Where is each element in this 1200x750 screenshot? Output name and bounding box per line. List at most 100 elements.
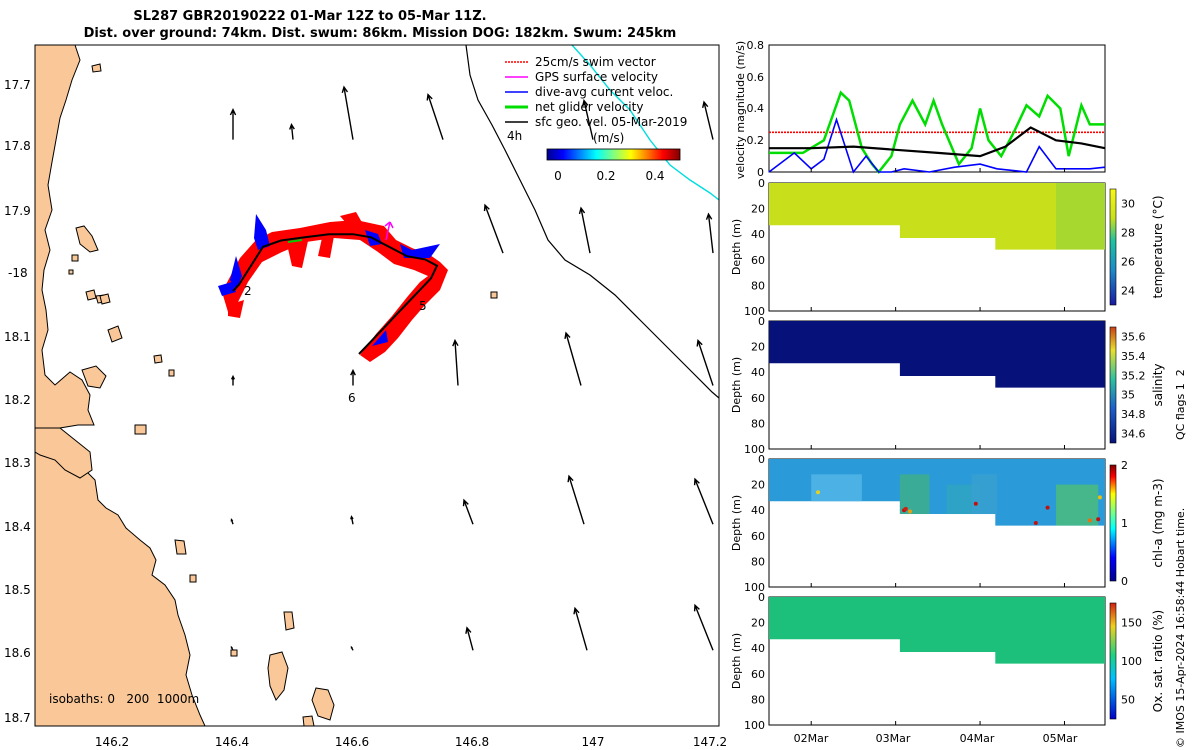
- chla-hotspot: [1096, 517, 1101, 522]
- time-tick: 03Mar: [876, 732, 911, 745]
- lat-tick: 17.7: [4, 78, 31, 92]
- salinity-y-tick: 0: [758, 315, 765, 328]
- speed-tick: 0.4: [645, 169, 664, 183]
- chla-colorbar-tick: 2: [1121, 459, 1128, 472]
- sfc-geo-vector-arrow: [452, 338, 459, 386]
- speed-tick: 0.2: [596, 169, 615, 183]
- temperature-y-tick: 0: [758, 177, 765, 190]
- map-panel: 2 5 6 146.2 146.4 146.6 146.8 147 147.2 …: [4, 44, 727, 749]
- temperature-section-fill: [769, 183, 1105, 250]
- temperature-ylabel: Depth (m): [730, 219, 743, 275]
- sfc-geo-vector-arrow: [350, 515, 354, 525]
- salinity-y-tick: 20: [751, 341, 765, 354]
- glider-swim-vectors: [222, 212, 448, 362]
- vel-y-tick: 0.6: [747, 71, 765, 84]
- chla-y-tick: 0: [758, 453, 765, 466]
- temperature-y-tick: 20: [751, 203, 765, 216]
- oxygen-y-tick: 20: [751, 617, 765, 630]
- lat-tick: 17.8: [4, 139, 31, 153]
- vel-y-tick: 0: [757, 166, 764, 179]
- sfc-geo-vector-arrow: [693, 477, 714, 525]
- chla-hotspot: [1033, 521, 1038, 525]
- sfc-geo-vector-arrow: [578, 206, 591, 254]
- chla-patch: [971, 474, 997, 515]
- salinity-colorbar: [1109, 326, 1117, 444]
- salinity-y-tick: 80: [751, 417, 765, 430]
- temperature-colorbar-tick: 30: [1121, 198, 1135, 211]
- colorbar-title: (m/s): [593, 131, 624, 145]
- glider-track: [232, 233, 439, 355]
- velocity-series: [768, 90, 1106, 174]
- chla-panel: 0 20 40 60 80 100 Depth (m) 0 1 2 chl-a (mg m-3): [730, 453, 1165, 594]
- day-label-2: 2: [244, 284, 252, 298]
- sfc-geo-vector-arrow: [341, 85, 354, 140]
- legend-net-label: net glider velocity: [535, 100, 643, 114]
- chla-patch: [811, 474, 862, 502]
- salinity-colorbar-label: salinity: [1151, 363, 1165, 406]
- sfc-geo-vector-arrow: [289, 123, 295, 140]
- chla-hotspot: [908, 509, 912, 514]
- sfc-geo-vector-arrow: [564, 331, 582, 386]
- chla-y-tick: 100: [744, 581, 765, 594]
- lon-tick: 147: [582, 735, 605, 749]
- salinity-colorbar-tick: 34.6: [1121, 427, 1146, 440]
- legend-current-label: dive-avg current veloc.: [535, 85, 673, 99]
- sfc-geo-vectors: [229, 85, 714, 651]
- lon-tick: 147.2: [693, 735, 727, 749]
- mainland-coast: [35, 45, 206, 726]
- temperature-y-tick: 80: [751, 279, 765, 292]
- sfc-geo-vector-arrow: [693, 603, 714, 651]
- day-label-5: 5: [419, 299, 427, 313]
- lat-tick: 18.1: [4, 330, 31, 344]
- sfc-geo-vector-arrow: [426, 93, 444, 140]
- sfc-geo-vector-arrow: [567, 474, 585, 525]
- vel-y-tick: 0.2: [747, 134, 765, 147]
- velocity-y-axis: 0 0.2 0.4 0.6 0.8: [747, 39, 765, 179]
- lat-tick: 18.3: [4, 456, 31, 470]
- lat-tick: 18.7: [4, 711, 31, 725]
- temperature-panel: 0 20 40 60 80 100 Depth (m) 24 26 28 30 temperature…: [730, 177, 1165, 318]
- temperature-y-tick: 40: [751, 228, 765, 241]
- sfc-geo-vector-arrow: [465, 626, 474, 651]
- chla-y-tick: 40: [751, 504, 765, 517]
- chla-hotspot: [1045, 505, 1050, 510]
- map-y-axis: 17.7 17.8 17.9 -18 18.1 18.2 18.3 18.4 1…: [4, 78, 31, 725]
- oxygen-colorbar: [1109, 602, 1117, 720]
- sfc-geo-vector-arrow: [350, 368, 356, 386]
- map-legend: 25cm/s swim vector GPS surface velocity …: [505, 55, 687, 145]
- speed-colorbar-ticks: 0 0.2 0.4: [554, 169, 664, 183]
- map-frame: [34, 44, 720, 727]
- four-hour-label: 4h: [507, 129, 522, 143]
- sfc-geo-vector-arrow: [230, 518, 234, 525]
- legend-gps-label: GPS surface velocity: [535, 70, 658, 84]
- vel-y-tick: 0.8: [747, 39, 765, 52]
- day-label-6: 6: [348, 391, 356, 405]
- lat-tick: 18.4: [4, 520, 31, 534]
- map-x-axis: 146.2 146.4 146.6 146.8 147 147.2: [95, 735, 727, 749]
- sfc-geo-vector-arrow: [582, 99, 594, 140]
- sfc-geo-vector-arrow: [483, 203, 504, 254]
- salinity-panel: 0 20 40 60 80 100 Depth (m) 34.6 34.8 35 35.2 35.4 3…: [730, 315, 1165, 456]
- oxygen-colorbar-label: Ox. sat. ratio (%): [1151, 610, 1165, 712]
- oxygen-y-tick: 0: [758, 591, 765, 604]
- oxygen-ylabel: Depth (m): [730, 633, 743, 689]
- oxygen-panel: 0 20 40 60 80 100 Depth (m) 50 100 150 Ox. sat. ra…: [730, 591, 1165, 732]
- oxygen-colorbar-tick: 100: [1121, 655, 1142, 668]
- lat-tick: 18.6: [4, 646, 31, 660]
- lon-tick: 146.2: [95, 735, 129, 749]
- oxygen-section-fill: [769, 597, 1105, 664]
- velocity-line-sfc-geo-vel-: [769, 126, 1106, 158]
- time-tick: 05Mar: [1043, 732, 1078, 745]
- lat-tick: -18: [8, 266, 28, 280]
- chla-patch: [1056, 484, 1099, 526]
- temperature-y-tick: 100: [744, 305, 765, 318]
- islands: [68, 63, 498, 726]
- temperature-colorbar: [1109, 188, 1117, 306]
- sfc-geo-vector-arrow: [229, 107, 237, 140]
- oxygen-colorbar-tick: 50: [1121, 694, 1135, 707]
- salinity-colorbar-tick: 35.4: [1121, 350, 1146, 363]
- plot-title-line2: Dist. over ground: 74km. Dist. swum: 86k…: [83, 26, 677, 41]
- temperature-colorbar-label: temperature (°C): [1151, 196, 1165, 299]
- salinity-y-tick: 40: [751, 366, 765, 379]
